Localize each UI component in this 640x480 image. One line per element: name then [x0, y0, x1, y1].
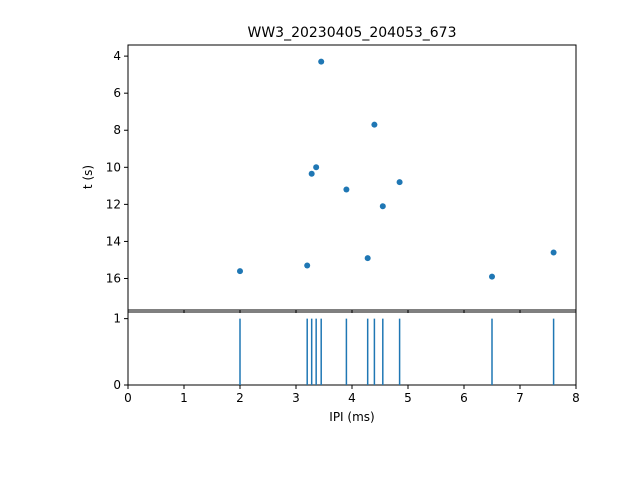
- x-tick-label: 4: [348, 391, 356, 405]
- scatter-point: [396, 179, 403, 186]
- scatter-point: [304, 262, 311, 269]
- event-y-tick-label: 1: [113, 312, 121, 326]
- scatter-point: [237, 268, 243, 275]
- x-tick-label: 7: [516, 391, 524, 405]
- x-axis-label: IPI (ms): [329, 410, 375, 424]
- scatter-point: [313, 164, 320, 171]
- y-tick-label: 14: [106, 234, 121, 248]
- x-tick-label: 6: [460, 391, 468, 405]
- scatter-point: [550, 249, 557, 256]
- scatter-point: [379, 203, 386, 210]
- y-tick-label: 12: [106, 197, 121, 211]
- y-tick-label: 6: [113, 86, 121, 100]
- x-tick-label: 5: [404, 391, 412, 405]
- y-tick-label: 8: [113, 123, 121, 137]
- x-tick-label: 8: [572, 391, 580, 405]
- bottom-axes-frame: [127, 311, 577, 386]
- x-tick-label: 0: [124, 391, 132, 405]
- scatter-point: [343, 186, 350, 193]
- chart-title: WW3_20230405_204053_673: [247, 25, 457, 41]
- x-tick-label: 2: [236, 391, 244, 405]
- y-tick-label: 10: [106, 160, 121, 174]
- y-tick-label: 16: [106, 271, 121, 285]
- event-y-tick-label: 0: [113, 378, 121, 392]
- scatter-point: [364, 255, 371, 262]
- scatter-point: [371, 121, 378, 128]
- top-axes-frame: [127, 44, 577, 311]
- x-tick-label: 3: [292, 391, 300, 405]
- x-tick-label: 1: [180, 391, 188, 405]
- scatter-point: [308, 170, 315, 177]
- scatter-point: [318, 58, 325, 65]
- y-tick-label: 4: [113, 49, 121, 63]
- y-axis-label: t (s): [81, 164, 95, 190]
- scatter-point: [489, 273, 495, 280]
